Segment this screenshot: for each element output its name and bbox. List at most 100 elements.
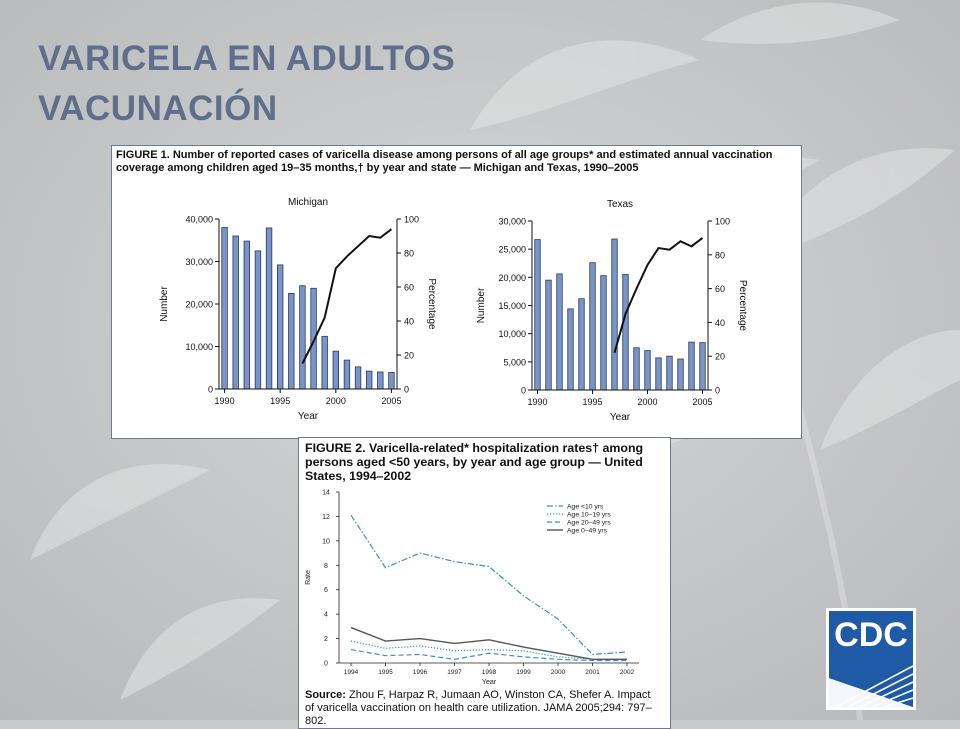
texas-bar bbox=[644, 350, 651, 391]
texas-bar bbox=[600, 275, 607, 391]
michigan-bar bbox=[332, 350, 339, 390]
fig2-x-tick-label: 1996 bbox=[413, 669, 428, 676]
fig2-y-tick-label: 2 bbox=[324, 636, 328, 643]
cdc-logo-graphic: CDC bbox=[829, 611, 914, 708]
texas-y2-tick-label: 40 bbox=[715, 318, 725, 328]
texas-y2-axis-label: Percentage bbox=[737, 280, 748, 332]
michigan-x-tick-label: 2000 bbox=[326, 396, 346, 406]
michigan-bar bbox=[277, 264, 284, 390]
michigan-x-tick-label: 2005 bbox=[381, 396, 401, 406]
texas-y2-tick-label: 20 bbox=[715, 352, 725, 362]
fig2-x-tick-label: 1997 bbox=[447, 669, 462, 676]
michigan-bar bbox=[321, 335, 328, 390]
michigan-x-axis-label: Year bbox=[298, 411, 319, 422]
michigan-y2-tick-label: 20 bbox=[404, 351, 414, 361]
michigan-y-tick-label: 40,000 bbox=[185, 215, 213, 225]
figure2-caption: FIGURE 2. Varicella-related* hospitaliza… bbox=[305, 441, 644, 483]
fig2-x-tick-label: 2001 bbox=[585, 669, 600, 676]
fig2-y-tick-label: 4 bbox=[324, 612, 328, 619]
figure2-panel: FIGURE 2. Varicella-related* hospitaliza… bbox=[298, 437, 671, 729]
michigan-bar bbox=[265, 227, 273, 390]
texas-bar bbox=[677, 358, 684, 391]
fig2-x-tick-label: 2002 bbox=[620, 669, 635, 676]
texas-y-tick-label: 20,000 bbox=[498, 273, 526, 283]
figure2-chart: 0 2 4 6 8 10 12 14 1994 1995 1996 1997 1998 1999 2000 2… bbox=[305, 490, 639, 686]
texas-bar bbox=[688, 341, 695, 391]
texas-y2-tick-label: 0 bbox=[715, 386, 720, 396]
texas-y-tick-label: 30,000 bbox=[498, 217, 526, 227]
cdc-logo-text: CDC bbox=[834, 616, 908, 654]
fig2-y-tick-label: 14 bbox=[322, 490, 330, 497]
texas-x-axis-label: Year bbox=[610, 412, 631, 423]
fig2-y-tick-label: 8 bbox=[324, 563, 328, 570]
fig2-x-tick-label: 1999 bbox=[516, 669, 531, 676]
texas-x-tick-label: 2005 bbox=[692, 397, 712, 407]
figure2-source-label: Source: bbox=[305, 689, 346, 701]
texas-y-tick-label: 15,000 bbox=[498, 301, 526, 311]
michigan-bar bbox=[243, 240, 250, 390]
texas-y-tick-label: 25,000 bbox=[498, 245, 526, 255]
michigan-y2-tick-label: 100 bbox=[404, 215, 419, 225]
fig2-series-line bbox=[350, 648, 627, 662]
texas-bar bbox=[545, 279, 552, 391]
fig2-series-line bbox=[350, 514, 628, 656]
michigan-y2-tick-label: 0 bbox=[404, 385, 409, 395]
michigan-bar bbox=[288, 292, 295, 390]
texas-bar bbox=[699, 342, 706, 391]
texas-x-tick-label: 1990 bbox=[527, 397, 547, 407]
texas-x-tick-label: 1995 bbox=[582, 397, 602, 407]
texas-bar bbox=[578, 298, 585, 391]
fig2-legend-label: Age 10–19 yrs bbox=[567, 512, 611, 519]
fig2-y-tick-label: 0 bbox=[324, 661, 328, 668]
texas-y2-tick-label: 80 bbox=[715, 250, 725, 260]
texas-y-axis-label: Number bbox=[476, 287, 487, 323]
figure1-panel: FIGURE 1. Number of reported cases of va… bbox=[111, 145, 802, 439]
michigan-y-tick-label: 10,000 bbox=[185, 342, 213, 352]
texas-bar bbox=[633, 347, 640, 391]
texas-title: Texas bbox=[607, 199, 633, 210]
michigan-coverage-line bbox=[301, 228, 393, 364]
michigan-bar bbox=[377, 371, 384, 390]
fig2-x-tick-label: 1994 bbox=[344, 669, 359, 676]
slide-title: VARICELA EN ADULTOS VACUNACIÓN bbox=[38, 34, 455, 134]
fig2-y-tick-label: 6 bbox=[324, 587, 328, 594]
texas-coverage-line bbox=[613, 237, 704, 354]
michigan-y2-axis-label: Percentage bbox=[426, 278, 437, 330]
fig2-x-tick-label: 1995 bbox=[378, 669, 393, 676]
fig2-y-tick-label: 12 bbox=[322, 514, 330, 521]
fig2-series-line bbox=[350, 640, 627, 660]
texas-bar bbox=[556, 273, 563, 391]
texas-y-tick-label: 5,000 bbox=[503, 357, 526, 367]
figure1-charts: Michigan 0 10,000 20,000 30,000 40,000 0 20 40 60… bbox=[159, 197, 748, 423]
figure2-source: Source: Zhou F, Harpaz R, Jumaan AO, Win… bbox=[305, 689, 661, 728]
texas-bar bbox=[655, 357, 662, 391]
michigan-y-tick-label: 20,000 bbox=[185, 300, 213, 310]
michigan-bar bbox=[354, 366, 362, 390]
slide-title-line1: VARICELA EN ADULTOS bbox=[38, 39, 456, 78]
fig2-y-tick-label: 10 bbox=[322, 538, 330, 545]
michigan-bar bbox=[388, 372, 395, 390]
texas-y-tick-label: 10,000 bbox=[498, 329, 526, 339]
texas-y2-tick-label: 100 bbox=[715, 217, 730, 227]
slide-title-line2: VACUNACIÓN bbox=[38, 89, 278, 128]
fig2-series-line bbox=[350, 626, 627, 661]
texas-y2-tick-label: 60 bbox=[715, 284, 725, 294]
fig2-y-axis-label: Rate bbox=[305, 570, 312, 585]
fig2-x-axis-label: Year bbox=[482, 679, 497, 686]
michigan-bar bbox=[254, 250, 262, 390]
texas-bar bbox=[567, 308, 574, 391]
michigan-x-tick-label: 1990 bbox=[215, 396, 235, 406]
fig2-x-tick-label: 1998 bbox=[482, 669, 497, 676]
michigan-x-tick-label: 1995 bbox=[270, 396, 290, 406]
texas-bar bbox=[666, 355, 673, 391]
texas-bar bbox=[611, 238, 618, 391]
figure2-source-text: Zhou F, Harpaz R, Jumaan AO, Winston CA,… bbox=[305, 689, 652, 727]
michigan-y-tick-label: 0 bbox=[208, 385, 213, 395]
michigan-bar bbox=[299, 285, 306, 390]
michigan-bar bbox=[366, 370, 373, 390]
michigan-y-tick-label: 30,000 bbox=[185, 257, 213, 267]
michigan-y-axis-label: Number bbox=[159, 286, 170, 322]
fig2-legend-label: Age <10 yrs bbox=[567, 504, 604, 511]
texas-bar bbox=[534, 239, 541, 391]
texas-bar bbox=[622, 274, 629, 391]
